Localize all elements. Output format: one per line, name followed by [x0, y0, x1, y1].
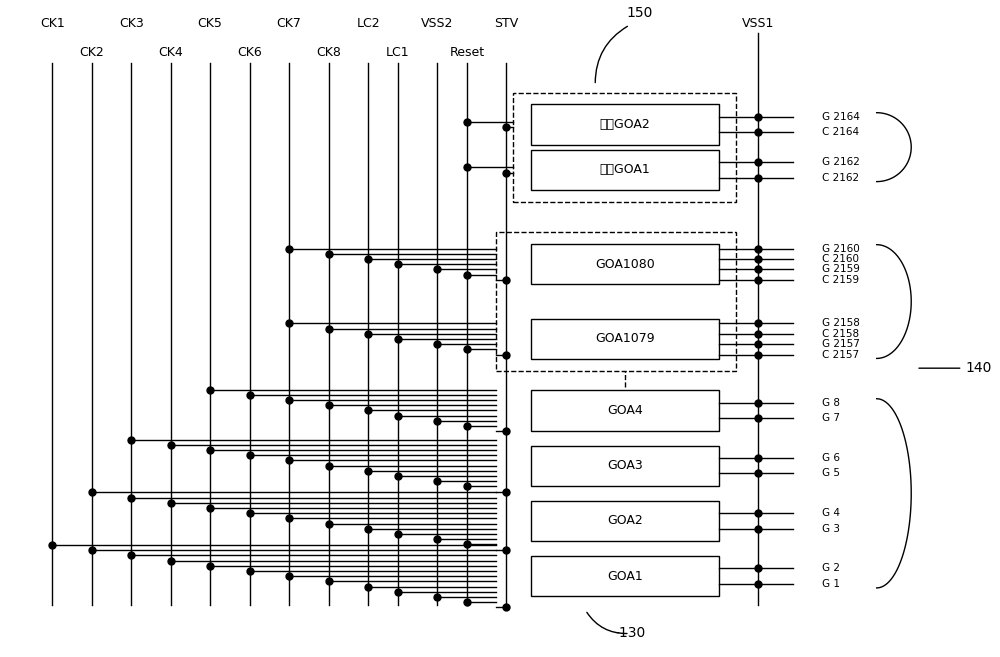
Text: C 2164: C 2164 — [822, 127, 859, 137]
Text: CK2: CK2 — [79, 47, 104, 59]
Text: VSS2: VSS2 — [421, 17, 453, 30]
Bar — [531, 104, 719, 145]
Text: CK8: CK8 — [316, 47, 341, 59]
Bar — [513, 93, 736, 202]
Text: G 5: G 5 — [822, 468, 840, 478]
Text: G 2164: G 2164 — [822, 112, 860, 122]
Text: C 2159: C 2159 — [822, 275, 859, 284]
Text: G 2160: G 2160 — [822, 244, 860, 254]
Text: G 2158: G 2158 — [822, 319, 860, 328]
Text: C 2158: C 2158 — [822, 328, 859, 339]
Bar — [531, 244, 719, 284]
Text: CK5: CK5 — [198, 17, 223, 30]
Text: CK1: CK1 — [40, 17, 65, 30]
Bar — [531, 150, 719, 190]
Text: GOA1079: GOA1079 — [595, 332, 655, 346]
Text: C 2157: C 2157 — [822, 350, 859, 359]
Text: G 7: G 7 — [822, 413, 840, 423]
Text: 140: 140 — [966, 361, 992, 375]
Text: G 8: G 8 — [822, 397, 840, 407]
Text: C 2160: C 2160 — [822, 254, 859, 264]
Text: LC2: LC2 — [356, 17, 380, 30]
Bar — [531, 390, 719, 430]
Text: CK7: CK7 — [277, 17, 302, 30]
Text: G 6: G 6 — [822, 453, 840, 463]
Text: G 3: G 3 — [822, 524, 840, 533]
Text: C 2162: C 2162 — [822, 173, 859, 183]
Text: G 2162: G 2162 — [822, 157, 860, 167]
Text: G 2157: G 2157 — [822, 339, 860, 349]
Text: GOA3: GOA3 — [607, 459, 643, 472]
Bar — [531, 445, 719, 486]
Text: 虚拟GOA2: 虚拟GOA2 — [599, 118, 650, 131]
Text: VSS1: VSS1 — [742, 17, 774, 30]
Text: G 4: G 4 — [822, 508, 840, 518]
Text: GOA1080: GOA1080 — [595, 258, 655, 271]
Text: 150: 150 — [626, 7, 653, 20]
Text: GOA4: GOA4 — [607, 404, 643, 417]
Text: CK4: CK4 — [158, 47, 183, 59]
Bar — [531, 556, 719, 597]
Text: STV: STV — [494, 17, 518, 30]
Text: 虚拟GOA1: 虚拟GOA1 — [599, 164, 650, 176]
Text: GOA2: GOA2 — [607, 514, 643, 528]
Text: LC1: LC1 — [386, 47, 410, 59]
Bar — [531, 501, 719, 541]
Text: G 2: G 2 — [822, 564, 840, 574]
Text: CK3: CK3 — [119, 17, 144, 30]
Text: G 1: G 1 — [822, 579, 840, 589]
Text: -130: -130 — [614, 626, 645, 640]
Text: CK6: CK6 — [237, 47, 262, 59]
Text: Reset: Reset — [449, 47, 484, 59]
Text: GOA1: GOA1 — [607, 570, 643, 583]
Bar — [496, 233, 736, 371]
Bar — [531, 319, 719, 359]
Text: G 2159: G 2159 — [822, 264, 860, 275]
